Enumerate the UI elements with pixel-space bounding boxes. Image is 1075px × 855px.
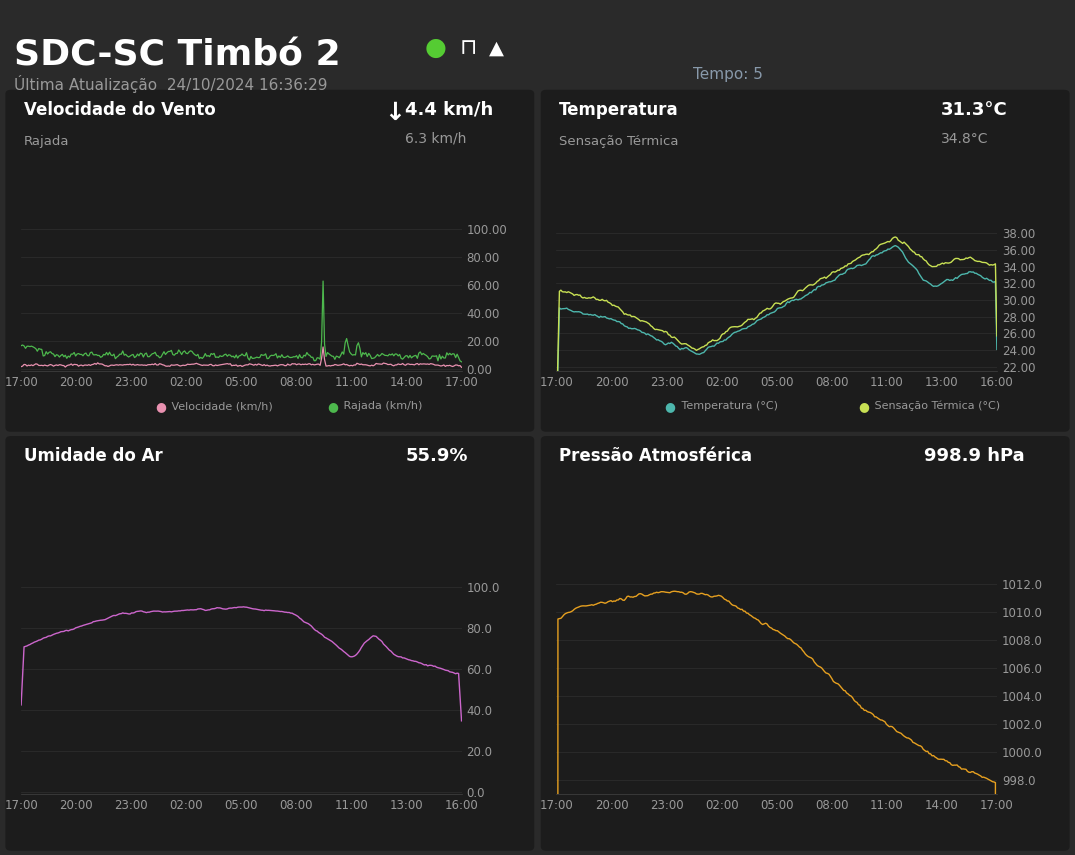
Text: Rajada (km/h): Rajada (km/h) <box>341 401 422 411</box>
Text: ●: ● <box>155 399 167 413</box>
Text: ●: ● <box>327 399 339 413</box>
Text: 31.3°C: 31.3°C <box>941 101 1007 119</box>
Text: Velocidade do Vento: Velocidade do Vento <box>24 101 215 119</box>
Text: ↓: ↓ <box>384 101 405 125</box>
Text: ●: ● <box>425 36 446 60</box>
Text: Última Atualização  24/10/2024 16:36:29: Última Atualização 24/10/2024 16:36:29 <box>14 75 328 93</box>
Text: 6.3 km/h: 6.3 km/h <box>405 132 467 145</box>
Text: ●: ● <box>858 399 870 413</box>
Text: Sensação Térmica (°C): Sensação Térmica (°C) <box>872 401 1001 411</box>
Text: 998.9 hPa: 998.9 hPa <box>924 447 1026 465</box>
Text: Umidade do Ar: Umidade do Ar <box>24 447 162 465</box>
Text: ▲: ▲ <box>489 38 504 57</box>
Text: Temperatura (°C): Temperatura (°C) <box>678 401 778 411</box>
Text: Sensação Térmica: Sensação Térmica <box>559 135 678 148</box>
Text: ●: ● <box>664 399 676 413</box>
Text: 34.8°C: 34.8°C <box>941 132 988 145</box>
Text: Rajada: Rajada <box>24 135 69 148</box>
Text: Tempo: 5: Tempo: 5 <box>693 67 763 82</box>
Text: Velocidade (km/h): Velocidade (km/h) <box>169 401 273 411</box>
Text: Pressão Atmosférica: Pressão Atmosférica <box>559 447 752 465</box>
Text: SDC-SC Timbó 2: SDC-SC Timbó 2 <box>14 38 341 73</box>
Text: Temperatura: Temperatura <box>559 101 678 119</box>
Text: ⊓: ⊓ <box>460 38 477 58</box>
Text: 4.4 km/h: 4.4 km/h <box>405 101 493 119</box>
Text: 55.9%: 55.9% <box>405 447 468 465</box>
